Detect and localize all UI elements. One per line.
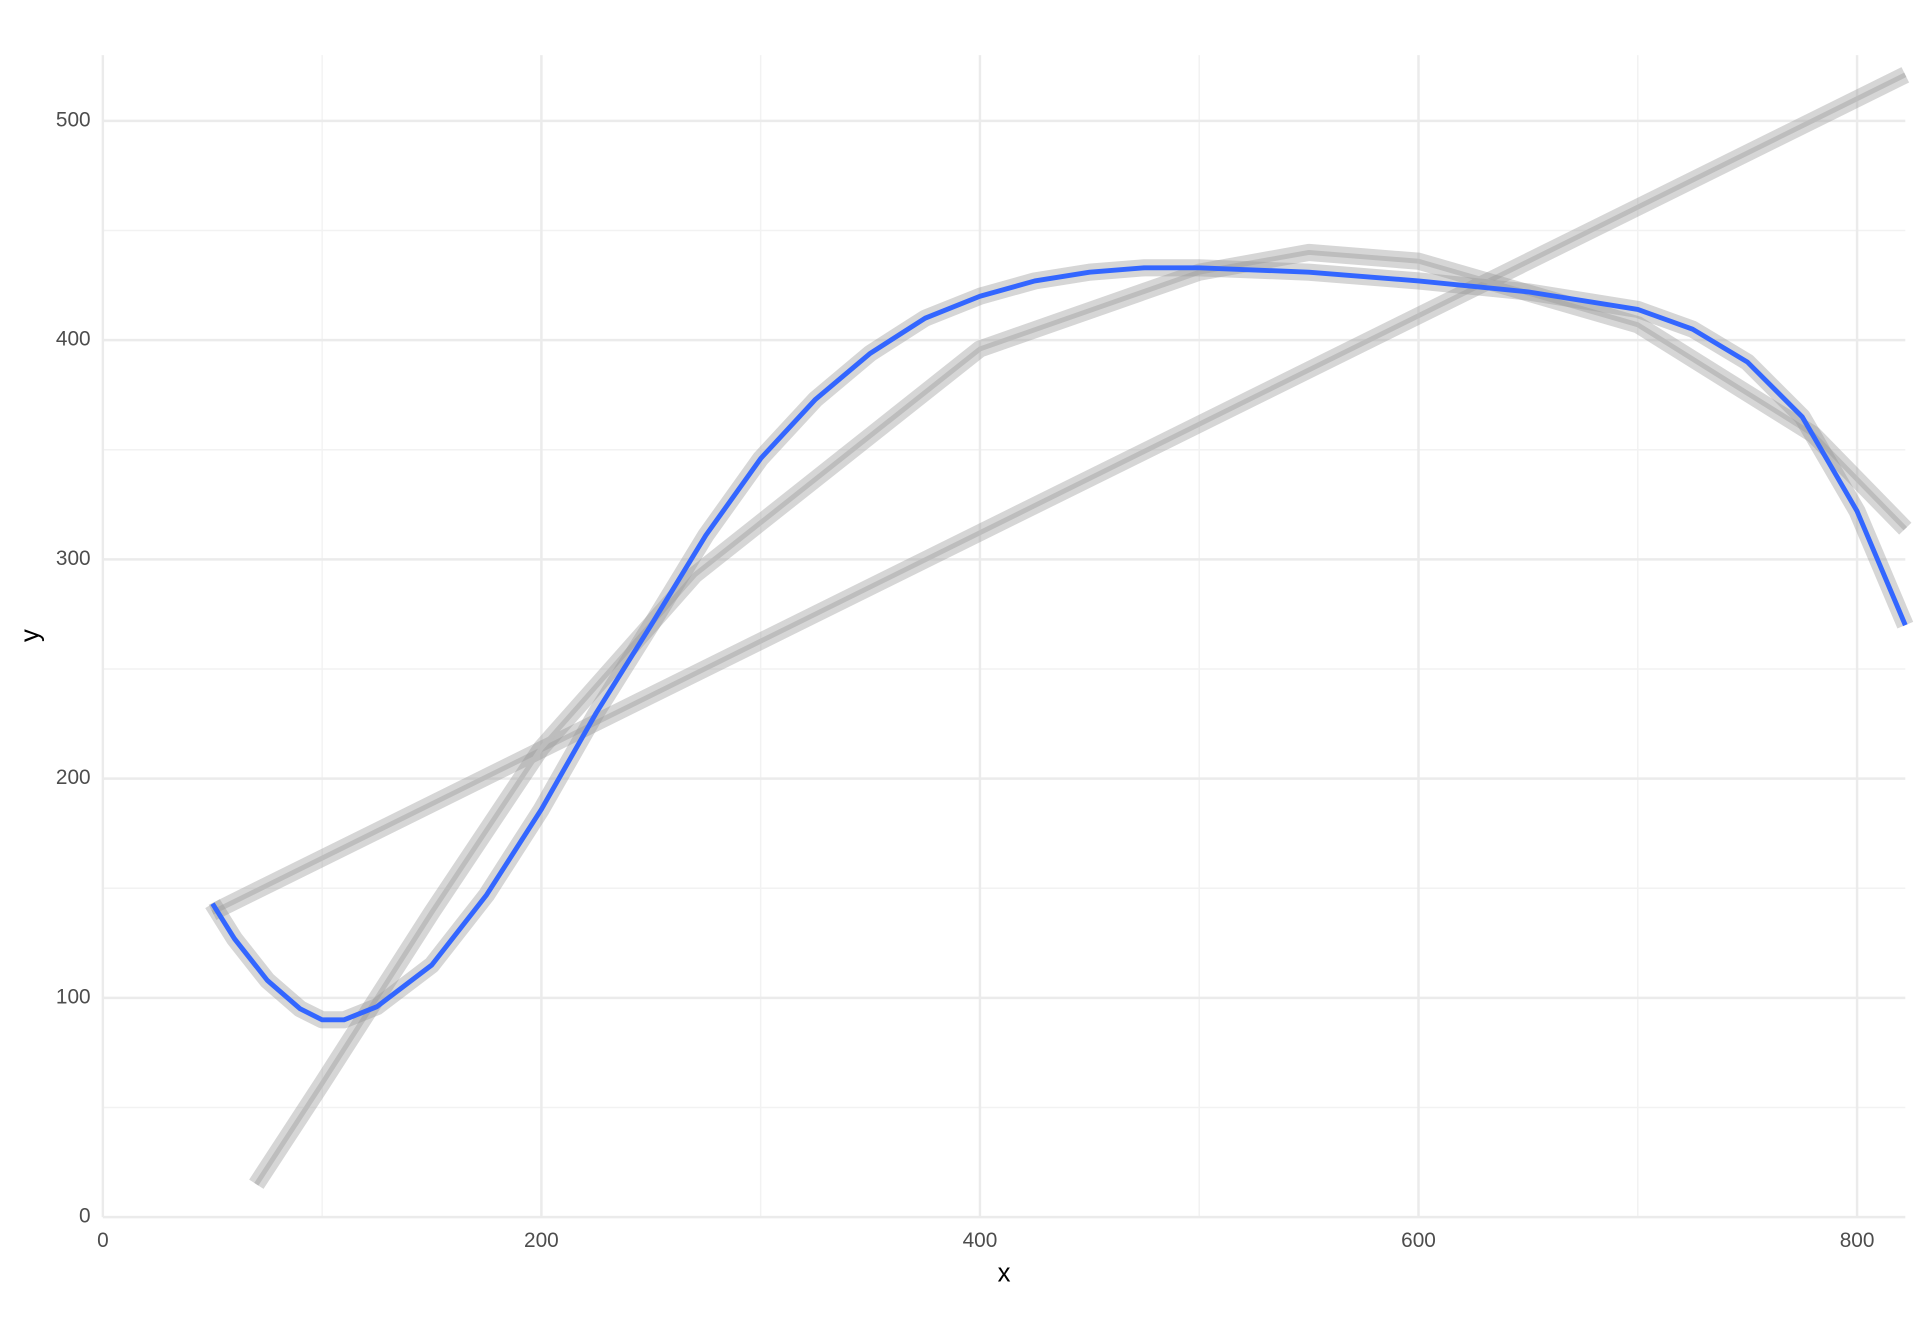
- y-tick-label: 0: [79, 1205, 91, 1228]
- x-tick-label: 0: [97, 1229, 109, 1252]
- y-axis-title: y: [17, 629, 45, 642]
- fit-line: [254, 249, 1908, 1186]
- x-tick-label: 800: [1840, 1229, 1875, 1252]
- fit-line: [210, 265, 1908, 1023]
- y-tick-label: 100: [56, 985, 91, 1008]
- confidence-band: [249, 243, 1912, 1189]
- y-tick-label: 300: [56, 547, 91, 570]
- y-tick-label: 200: [56, 766, 91, 789]
- x-tick-label: 200: [524, 1229, 559, 1252]
- fit-line: [211, 72, 1907, 915]
- confidence-band: [205, 259, 1914, 1029]
- x-axis-title: x: [998, 1259, 1011, 1287]
- y-tick-label: 400: [56, 328, 91, 351]
- x-tick-label: 400: [963, 1229, 998, 1252]
- y-tick-label: 500: [56, 108, 91, 131]
- x-tick-label: 600: [1401, 1229, 1436, 1252]
